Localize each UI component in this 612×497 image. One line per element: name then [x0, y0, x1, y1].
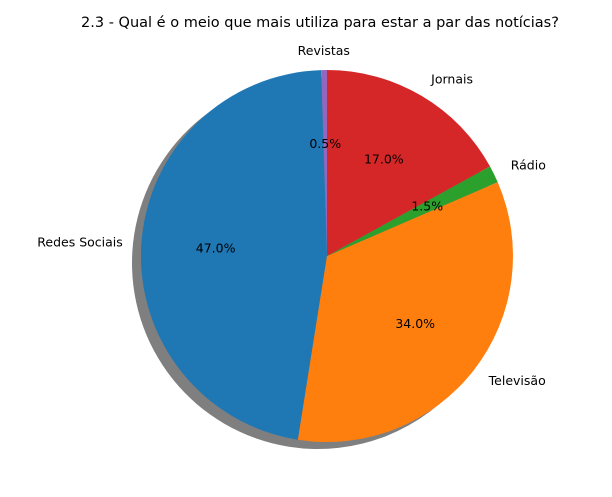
slice-pct-jornais: 17.0%	[364, 151, 404, 166]
chart-title: 2.3 - Qual é o meio que mais utiliza par…	[81, 15, 559, 31]
slice-pct-revistas: 0.5%	[309, 136, 341, 151]
pie-slices	[141, 70, 513, 442]
slice-label-jornais: Jornais	[430, 71, 473, 86]
slice-pct-redes-sociais: 47.0%	[196, 240, 236, 255]
slice-label-redes-sociais: Redes Sociais	[37, 235, 123, 250]
slice-pct-televisao: 34.0%	[395, 316, 435, 331]
slice-label-revistas: Revistas	[298, 43, 350, 58]
slice-label-radio: Rádio	[511, 157, 546, 172]
slice-pct-radio: 1.5%	[411, 198, 443, 213]
slice-label-televisao: Televisão	[488, 373, 546, 388]
